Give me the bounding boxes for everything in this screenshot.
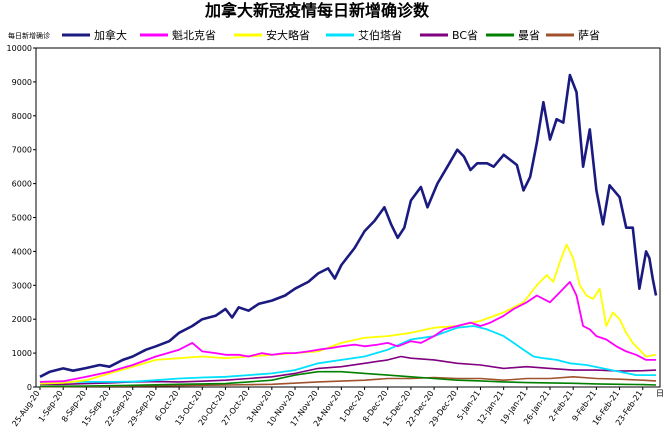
series-line-BC省 (40, 355, 657, 386)
series-lines (39, 73, 658, 388)
series-line-艾伯塔省 (39, 325, 656, 385)
y-tick-label: 8000 (12, 112, 32, 121)
legend-label-魁北克省: 魁北克省 (172, 28, 216, 42)
legend-label-艾伯塔省: 艾伯塔省 (358, 28, 402, 42)
series-line-萨省 (39, 376, 657, 388)
y-axis-label: 每日新增确诊 (8, 31, 50, 40)
legend-label-萨省: 萨省 (578, 29, 600, 42)
legend-label-安大略省: 安大略省 (266, 28, 310, 42)
x-tick-label: 25-Aug-20 (10, 389, 41, 428)
legend: 加拿大 魁北克省 安大略省 艾伯塔省 BC省 曼省 萨省 (62, 28, 600, 42)
x-axis-label: 日 (656, 389, 664, 398)
y-tick-label: 7000 (12, 146, 32, 155)
y-axis: 0 1000 2000 3000 4000 5000 6000 7000 8000 9000 100… (7, 44, 36, 392)
legend-label-BC省: BC省 (452, 29, 478, 42)
x-axis: 25-Aug-201-Sep-208-Sep-2015-Sep-2022-Sep… (10, 387, 644, 428)
series-line-安大略省 (39, 243, 657, 385)
y-tick-label: 3000 (12, 281, 32, 290)
y-tick-label: 6000 (12, 180, 32, 189)
series-line-魁北克省 (39, 281, 656, 383)
y-tick-label: 10000 (7, 44, 32, 53)
chart-title: 加拿大新冠疫情每日新增确诊数 (204, 1, 430, 20)
y-tick-label: 1000 (12, 349, 32, 358)
legend-label-曼省: 曼省 (518, 29, 540, 42)
series-line-曼省 (39, 370, 657, 388)
legend-label-加拿大: 加拿大 (94, 28, 127, 42)
series-line-加拿大 (39, 73, 658, 378)
plot-area (35, 47, 661, 388)
y-tick-label: 9000 (12, 78, 32, 87)
y-tick-label: 4000 (12, 247, 32, 256)
y-tick-label: 5000 (12, 214, 32, 223)
y-tick-label: 0 (27, 383, 32, 392)
y-tick-label: 2000 (12, 315, 32, 324)
plot-frame (35, 47, 661, 388)
